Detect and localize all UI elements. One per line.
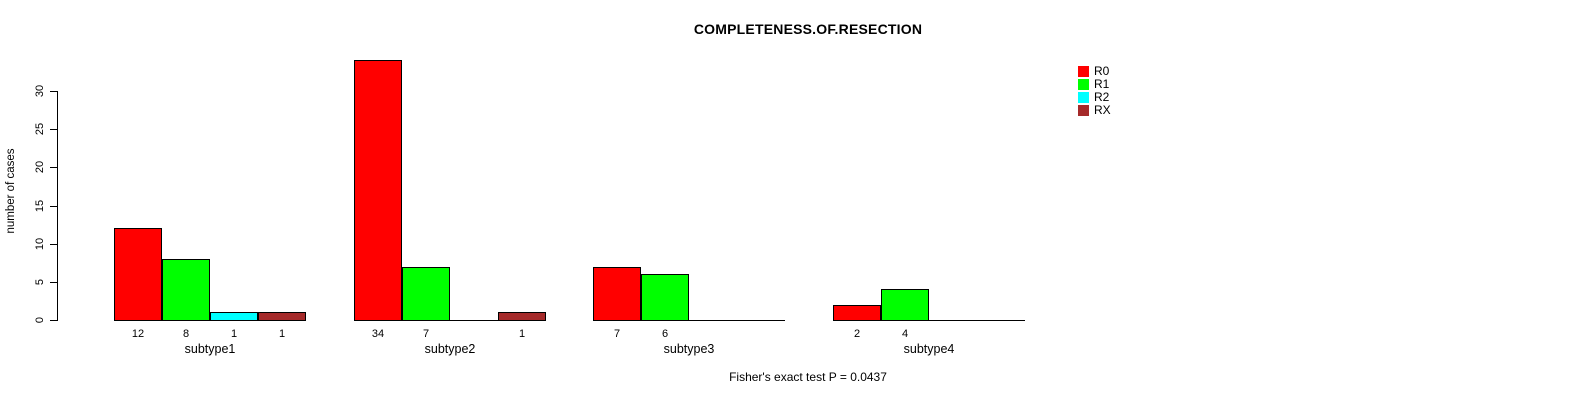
y-tick-label: 15 <box>34 199 46 213</box>
legend-swatch-r2 <box>1078 92 1089 103</box>
group-baseline <box>593 320 785 321</box>
category-label-subtype2: subtype2 <box>424 342 476 356</box>
legend-label: R2 <box>1094 90 1110 104</box>
category-label-subtype1: subtype1 <box>184 342 236 356</box>
legend-row-r2: R2 <box>1078 91 1111 104</box>
category-label-subtype3: subtype3 <box>663 342 715 356</box>
y-tick <box>50 167 57 168</box>
bar-value-label: 8 <box>182 328 190 340</box>
bar-r0-subtype3 <box>593 267 641 321</box>
y-tick <box>50 320 57 321</box>
y-axis-line <box>57 91 58 321</box>
legend-label: R1 <box>1094 77 1110 91</box>
fisher-test-caption: Fisher's exact test P = 0.0437 <box>729 370 887 384</box>
bar-r1-subtype3 <box>641 274 689 321</box>
bar-value-label: 2 <box>853 328 861 340</box>
y-axis-title: number of cases <box>5 148 17 234</box>
bar-value-label: 7 <box>613 328 621 340</box>
legend-row-r1: R1 <box>1078 78 1111 91</box>
y-tick <box>50 129 57 130</box>
bar-value-label: 4 <box>901 328 909 340</box>
bar-r1-subtype4 <box>881 289 929 321</box>
legend-label: R0 <box>1094 64 1110 78</box>
y-tick-label: 25 <box>34 122 46 136</box>
bar-rx-subtype1 <box>258 312 306 321</box>
bar-value-label: 1 <box>230 328 238 340</box>
y-tick-label: 30 <box>34 84 46 98</box>
bar-r0-subtype2 <box>354 60 402 321</box>
bar-value-label: 7 <box>422 328 430 340</box>
y-tick <box>50 244 57 245</box>
y-tick-label: 5 <box>34 278 46 286</box>
bar-value-label: 12 <box>131 328 145 340</box>
bar-r1-subtype1 <box>162 259 210 321</box>
bar-r0-subtype1 <box>114 228 162 321</box>
bar-r1-subtype2 <box>402 267 450 321</box>
bar-value-label: 34 <box>371 328 385 340</box>
legend-swatch-r1 <box>1078 79 1089 90</box>
y-tick-label: 10 <box>34 237 46 251</box>
category-label-subtype4: subtype4 <box>903 342 955 356</box>
bar-value-label: 1 <box>278 328 286 340</box>
legend-row-rx: RX <box>1078 104 1111 117</box>
y-tick-label: 0 <box>34 316 46 324</box>
bar-rx-subtype2 <box>498 312 546 321</box>
chart-title: COMPLETENESS.OF.RESECTION <box>693 21 923 37</box>
y-tick <box>50 91 57 92</box>
bar-r2-subtype1 <box>210 312 258 321</box>
bar-value-label: 1 <box>518 328 526 340</box>
legend-row-r0: R0 <box>1078 65 1111 78</box>
legend-swatch-r0 <box>1078 66 1089 77</box>
bar-r0-subtype4 <box>833 305 881 321</box>
legend: R0 R1 R2 RX <box>1078 65 1111 117</box>
legend-label: RX <box>1094 103 1111 117</box>
group-baseline <box>354 320 546 321</box>
group-baseline <box>833 320 1025 321</box>
y-tick <box>50 282 57 283</box>
bar-value-label: 6 <box>661 328 669 340</box>
legend-swatch-rx <box>1078 105 1089 116</box>
y-tick <box>50 206 57 207</box>
y-tick-label: 20 <box>34 160 46 174</box>
